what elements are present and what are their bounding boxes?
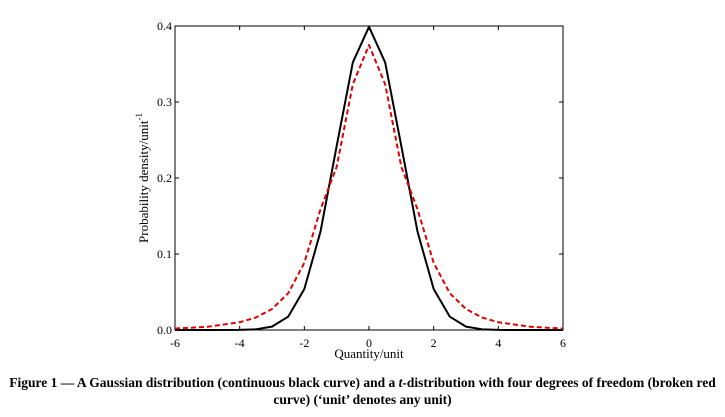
chart: -6 -4 -2 0 2 4 60.00.10.20.30.4 Quantity/unit … <box>134 19 566 361</box>
y-axis-title-superscript: -1 <box>134 113 144 121</box>
y-axis-title-text: Probability density/unit <box>136 120 151 243</box>
x-tick-label: -2 <box>299 336 309 350</box>
x-tick-label: 0 <box>366 336 372 350</box>
x-tick-label: 2 <box>431 336 437 350</box>
plot-frame <box>174 25 564 331</box>
caption-italic: t <box>398 375 403 390</box>
series-layer <box>174 25 564 331</box>
series-line-0 <box>175 25 563 331</box>
x-tick-label: 4 <box>495 336 501 350</box>
y-tick-label: 0.1 <box>157 247 172 261</box>
x-axis-title: Quantity/unit <box>334 346 404 361</box>
x-tick-label: -4 <box>235 336 245 350</box>
caption-prefix: Figure 1 — A Gaussian distribution (cont… <box>9 375 399 390</box>
x-tick-label: 6 <box>560 336 566 350</box>
y-tick-label: 0.0 <box>157 323 172 337</box>
x-tick-label: -6 <box>170 336 180 350</box>
series-line-1 <box>174 44 564 330</box>
caption-suffix: -distribution with four degrees of freed… <box>273 375 716 407</box>
y-tick-label: 0.3 <box>157 95 172 109</box>
y-tick-label: 0.4 <box>157 19 172 33</box>
y-tick-label: 0.2 <box>157 171 172 185</box>
axes: -6 -4 -2 0 2 4 6 0.0 0.1 0.2 0.3 0.4 <box>157 19 566 350</box>
y-axis-title: Probability density/unit-1 <box>134 113 151 243</box>
figure-caption: Figure 1 — A Gaussian distribution (cont… <box>4 374 721 408</box>
